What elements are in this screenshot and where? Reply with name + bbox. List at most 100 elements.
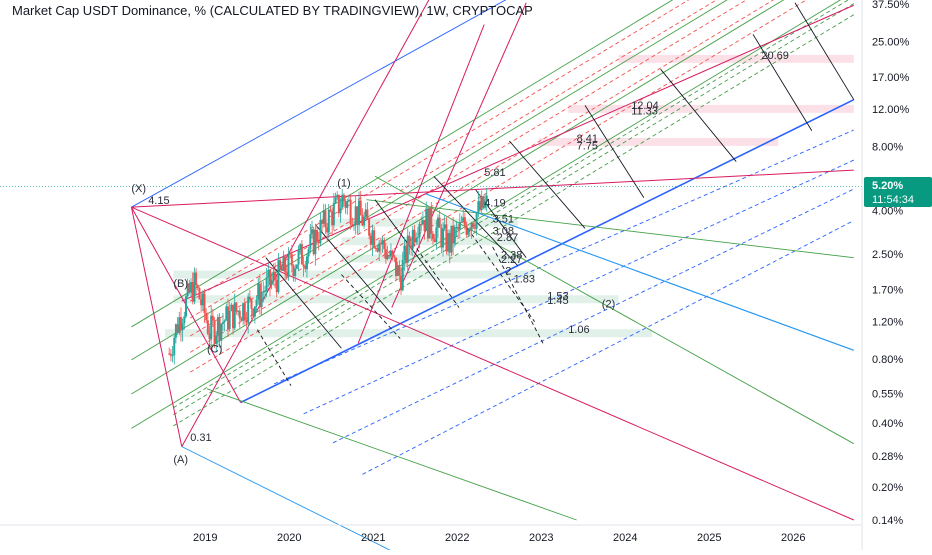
green-parallel-2 bbox=[131, 0, 728, 361]
value-label-0: 4.15 bbox=[148, 195, 169, 207]
candle-body bbox=[195, 272, 198, 286]
candle-body bbox=[292, 265, 295, 277]
y-tick-label: 12.00% bbox=[872, 104, 910, 116]
candle-body bbox=[475, 212, 478, 229]
current-price-tag: 5.20% 11:54:34 bbox=[864, 177, 932, 207]
candle-body bbox=[183, 316, 186, 324]
candle-body bbox=[242, 303, 245, 321]
x-tick-label: 2021 bbox=[361, 532, 385, 544]
candle-body bbox=[401, 259, 404, 291]
red-dashed-parallel-4 bbox=[189, 0, 690, 302]
green-falling-line-3 bbox=[366, 199, 854, 259]
candle-body bbox=[425, 208, 428, 231]
candle-body bbox=[240, 318, 243, 321]
candle-body bbox=[319, 220, 322, 244]
candle-body bbox=[307, 249, 310, 257]
candle-body bbox=[311, 229, 313, 234]
zone-2-00 bbox=[173, 270, 535, 279]
value-label-16: 1.53 bbox=[547, 290, 568, 302]
candle-body bbox=[452, 225, 455, 244]
candle-body bbox=[418, 224, 421, 238]
candle-body bbox=[211, 315, 214, 321]
y-tick-label: 0.80% bbox=[872, 354, 903, 366]
candle-body bbox=[237, 310, 240, 312]
candle-body bbox=[336, 194, 339, 198]
x-tick-label: 2023 bbox=[529, 532, 553, 544]
black-transversal-6 bbox=[660, 68, 737, 162]
blue-dashed-parallel-3 bbox=[362, 220, 855, 475]
y-tick-label: 0.40% bbox=[872, 418, 903, 430]
candle-body bbox=[435, 227, 438, 242]
value-label-17: 1.45 bbox=[547, 295, 568, 307]
candle-body bbox=[304, 266, 307, 270]
candle-body bbox=[398, 265, 401, 276]
candle-body bbox=[411, 229, 414, 249]
pink-fork-x-mid bbox=[131, 169, 854, 208]
candle-body bbox=[443, 224, 446, 229]
candle-body bbox=[393, 255, 396, 258]
red-dashed-parallel-3 bbox=[189, 0, 718, 319]
candle-body bbox=[269, 270, 271, 285]
candle-body bbox=[433, 239, 436, 242]
y-tick-label: 0.28% bbox=[872, 451, 903, 463]
candle-body bbox=[379, 243, 382, 245]
candle-body bbox=[347, 199, 350, 201]
candle-body bbox=[359, 200, 362, 215]
candle-body bbox=[356, 206, 359, 225]
y-tick-label: 17.00% bbox=[872, 72, 910, 84]
candle-body bbox=[339, 207, 342, 214]
candle-body bbox=[400, 275, 403, 291]
candle-body bbox=[426, 208, 429, 239]
candle-body bbox=[258, 283, 261, 308]
candle-body bbox=[218, 317, 221, 341]
black-transversal-8 bbox=[794, 2, 855, 100]
candle-body bbox=[190, 282, 193, 293]
zone-1-53 bbox=[173, 295, 619, 304]
green-falling-line bbox=[206, 388, 577, 521]
candle-body bbox=[342, 194, 345, 202]
value-label-7: 5.81 bbox=[484, 167, 505, 179]
candle-body bbox=[208, 333, 211, 340]
black-transversal-4 bbox=[509, 140, 586, 229]
x-tick-label: 2019 bbox=[193, 532, 217, 544]
candle-body bbox=[250, 299, 253, 309]
candle-body bbox=[324, 210, 327, 228]
candle-body bbox=[395, 257, 397, 276]
candle-body bbox=[257, 283, 260, 300]
x-tick-label: 2020 bbox=[277, 532, 301, 544]
candle-body bbox=[448, 233, 451, 253]
value-label-12: 2.38 bbox=[501, 249, 522, 261]
candle-body bbox=[248, 296, 251, 300]
candle-body bbox=[294, 268, 297, 277]
candle-body bbox=[479, 201, 481, 211]
zone-8-41 bbox=[538, 137, 779, 146]
candle-body bbox=[358, 200, 361, 225]
value-label-6: 7.75 bbox=[577, 141, 598, 153]
candle-body bbox=[280, 267, 283, 271]
value-label-8: 4.19 bbox=[484, 197, 505, 209]
candle-body bbox=[205, 313, 208, 321]
candle-body bbox=[263, 291, 266, 293]
black-dashed-transversal-0 bbox=[257, 329, 292, 386]
wave-label-3: (C) bbox=[207, 343, 222, 355]
pink-fork-x-down bbox=[131, 206, 854, 521]
value-label-13: 2.27 bbox=[501, 254, 522, 266]
candle-body bbox=[337, 194, 340, 214]
candle-body bbox=[388, 254, 391, 257]
candle-body bbox=[484, 201, 487, 208]
candle-body bbox=[415, 237, 418, 243]
candle-body bbox=[188, 283, 191, 293]
candle-body bbox=[374, 247, 377, 249]
y-tick-label: 0.14% bbox=[872, 515, 903, 527]
green-parallel-3 bbox=[131, 0, 674, 328]
candle-body bbox=[213, 320, 216, 344]
wave-label-0: (X) bbox=[131, 183, 146, 195]
candle-body bbox=[363, 216, 366, 226]
candle-body bbox=[405, 245, 408, 263]
blue-dashed-parallel-1 bbox=[303, 159, 854, 415]
candle-body bbox=[247, 296, 250, 323]
wave-label-2: (B) bbox=[173, 278, 188, 290]
